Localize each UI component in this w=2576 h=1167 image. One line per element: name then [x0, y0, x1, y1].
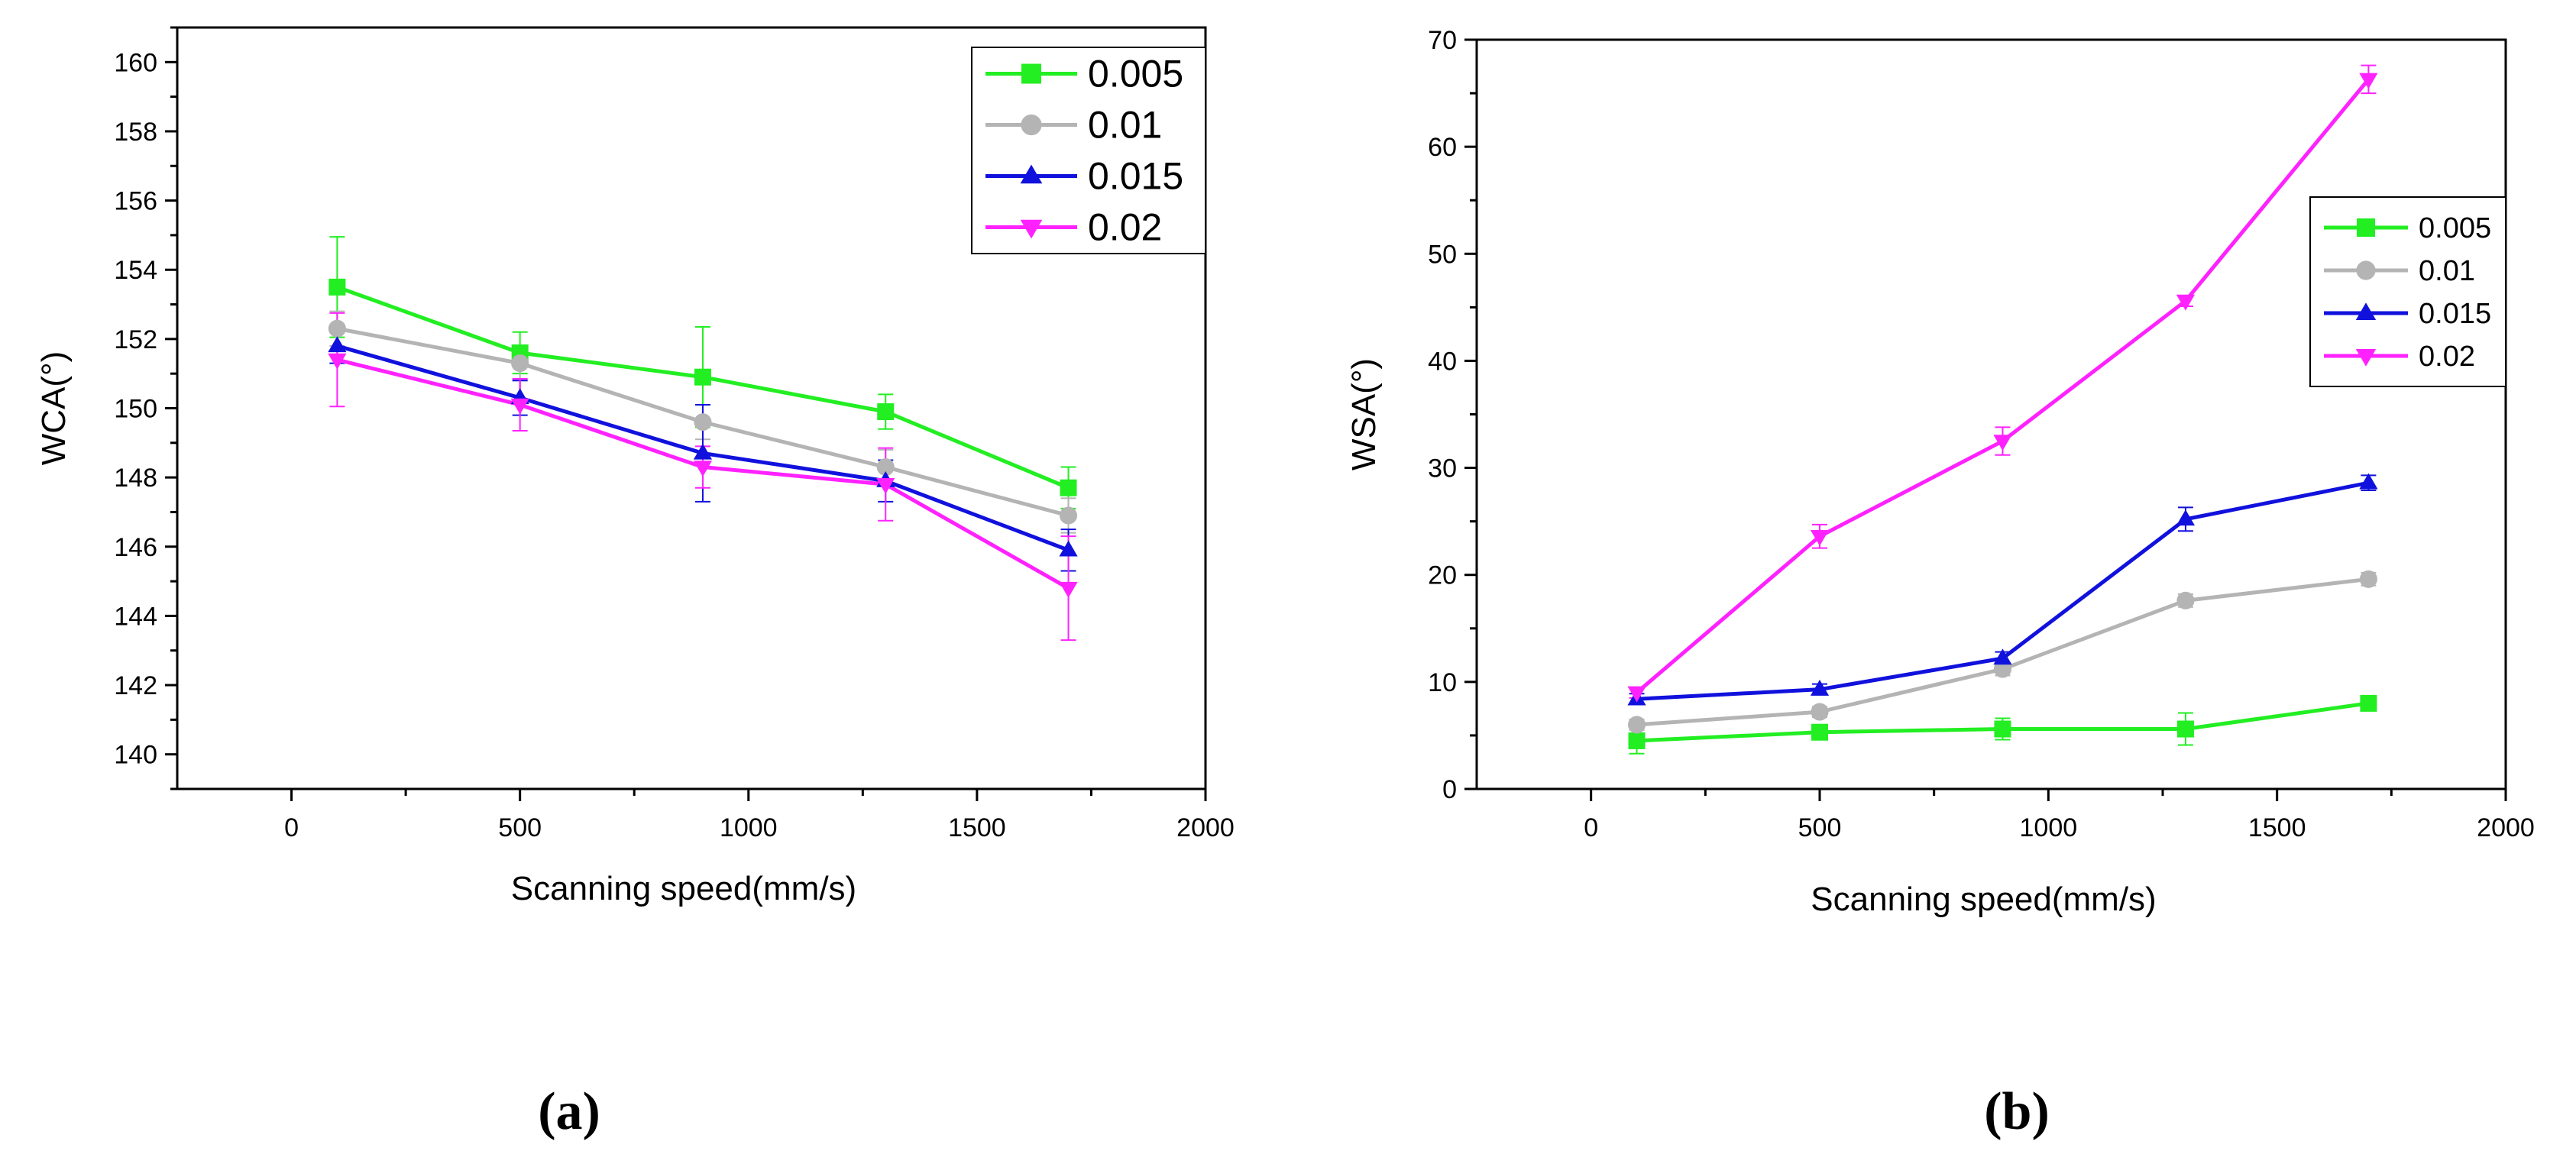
- y-tick-label: 30: [1428, 454, 1457, 483]
- data-point-0.01: [1811, 703, 1829, 721]
- data-point-0.02: [693, 461, 713, 477]
- data-point-0.01: [2359, 570, 2377, 588]
- x-tick-label: 1500: [948, 813, 1006, 842]
- data-point-0.015: [2176, 509, 2196, 526]
- data-point-0.02: [1059, 581, 1078, 598]
- x-axis-title: Scanning speed(mm/s): [511, 870, 856, 907]
- data-point-0.005: [2360, 694, 2377, 712]
- legend-label: 0.02: [2419, 341, 2475, 373]
- data-point-0.01: [1059, 506, 1078, 525]
- data-point-0.01: [876, 457, 895, 477]
- x-tick-label: 500: [1798, 813, 1842, 842]
- legend-marker: [2355, 349, 2377, 367]
- chart-b: 0 500 1000 1500 2000 0 10 20 30 40 50 60 70 Scanning …: [1345, 26, 2535, 1141]
- y-tick-label: 148: [114, 464, 157, 493]
- data-point-0.015: [1810, 680, 1830, 696]
- x-tick-label: 1000: [720, 813, 778, 842]
- legend-label: 0.02: [1088, 206, 1162, 249]
- x-tick-label: 1500: [2248, 813, 2306, 842]
- data-point-0.01: [328, 319, 346, 338]
- legend-marker: [1020, 164, 1043, 184]
- data-point-0.015: [328, 336, 347, 353]
- data-point-0.02: [510, 398, 529, 415]
- y-tick-label: 50: [1428, 240, 1457, 269]
- panel-label: (a): [538, 1082, 600, 1141]
- legend-marker: [1021, 63, 1041, 84]
- x-tick-label: 1000: [2020, 813, 2078, 842]
- y-tick-label: 156: [114, 187, 157, 216]
- legend-marker: [2355, 302, 2377, 320]
- data-point-0.005: [1994, 720, 2011, 738]
- plot-frame: [1475, 38, 2507, 790]
- data-point-0.02: [1810, 530, 1830, 546]
- data-point-0.005: [2176, 720, 2194, 738]
- data-point-0.01: [1627, 716, 1646, 734]
- legend-label: 0.01: [2419, 255, 2475, 287]
- data-point-0.005: [694, 368, 711, 386]
- y-tick-label: 152: [114, 325, 157, 354]
- y-tick-label: 140: [114, 741, 157, 770]
- data-point-0.02: [1627, 686, 1646, 703]
- legend-label: 0.005: [1088, 53, 1183, 95]
- data-point-0.005: [1628, 732, 1646, 749]
- legend-label: 0.015: [2419, 298, 2491, 330]
- data-point-0.01: [511, 354, 529, 373]
- series-line-0.02: [1635, 78, 2371, 694]
- x-tick-label: 0: [284, 813, 299, 842]
- chart-a: 0 500 1000 1500 2000 140 142 144 146 148 150 152 154…: [35, 26, 1235, 1141]
- data-point-0.02: [1993, 435, 2012, 451]
- data-point-0.02: [876, 477, 895, 494]
- legend-marker: [2356, 260, 2376, 280]
- y-tick-label: 0: [1442, 775, 1457, 804]
- data-point-0.015: [693, 443, 713, 460]
- x-tick-label: 0: [1584, 813, 1598, 842]
- y-tick-label: 160: [114, 48, 157, 77]
- y-tick-label: 150: [114, 395, 157, 424]
- data-point-0.015: [2359, 473, 2378, 490]
- y-axis-title: WCA(°): [35, 351, 73, 466]
- y-tick-label: 154: [114, 256, 157, 285]
- y-tick-label: 70: [1428, 26, 1457, 55]
- y-tick-label: 142: [114, 671, 157, 700]
- panel-label: (b): [1984, 1082, 2050, 1141]
- data-point-0.015: [1993, 648, 2012, 665]
- legend: 0.005 0.01 0.015 0.02: [971, 47, 1206, 254]
- legend-marker: [2357, 218, 2375, 237]
- legend-box: [971, 47, 1206, 254]
- y-tick-label: 10: [1428, 668, 1457, 697]
- data-point-0.005: [1060, 479, 1077, 496]
- data-point-0.01: [694, 413, 712, 432]
- y-tick-label: 20: [1428, 561, 1457, 590]
- y-tick-label: 60: [1428, 133, 1457, 162]
- data-point-0.02: [2359, 73, 2378, 89]
- data-point-0.02: [328, 353, 347, 370]
- data-point-0.02: [2176, 294, 2196, 311]
- legend-label: 0.015: [1088, 155, 1183, 198]
- data-point-0.005: [1811, 723, 1828, 741]
- data-point-0.015: [1059, 540, 1078, 557]
- y-tick-label: 40: [1428, 347, 1457, 376]
- y-axis-title: WSA(°): [1345, 358, 1383, 470]
- legend: 0.005 0.01 0.015 0.02: [2309, 196, 2506, 387]
- legend-label: 0.005: [2419, 212, 2491, 244]
- y-tick-label: 158: [114, 118, 157, 147]
- legend-marker: [1021, 114, 1042, 136]
- x-tick-label: 2000: [2477, 813, 2535, 842]
- x-tick-label: 2000: [1176, 813, 1235, 842]
- data-point-0.005: [877, 403, 895, 421]
- legend-marker: [1020, 219, 1043, 239]
- x-axis-title: Scanning speed(mm/s): [1811, 881, 2156, 918]
- y-tick-label: 144: [114, 602, 157, 631]
- data-point-0.005: [328, 278, 346, 296]
- legend-label: 0.01: [1088, 104, 1162, 147]
- y-tick-label: 146: [114, 533, 157, 562]
- x-tick-label: 500: [498, 813, 542, 842]
- data-point-0.01: [2176, 591, 2195, 609]
